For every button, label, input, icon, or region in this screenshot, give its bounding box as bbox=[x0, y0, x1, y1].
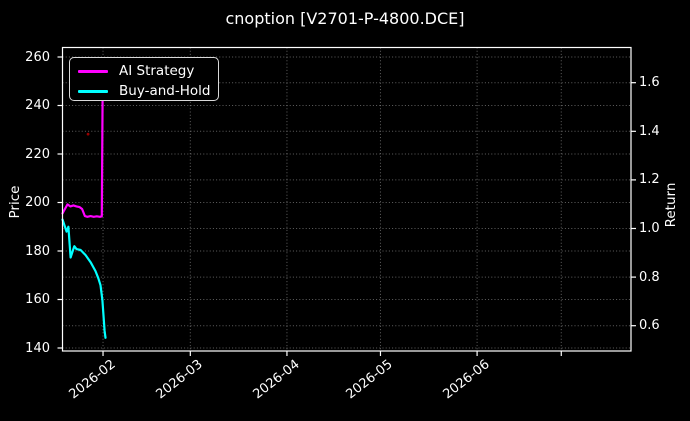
legend-item-buy-and-hold: Buy-and-Hold bbox=[78, 82, 218, 100]
price-tick-label: 200 bbox=[25, 195, 50, 210]
marker-dot bbox=[86, 132, 90, 136]
series-line-buy-and-hold bbox=[61, 218, 107, 339]
legend: AI Strategy Buy-and-Hold bbox=[69, 57, 219, 101]
price-tick-label: 260 bbox=[25, 49, 50, 65]
return-tick-label: 0.6 bbox=[639, 318, 660, 334]
legend-label-ai-strategy: AI Strategy bbox=[119, 63, 195, 79]
price-tick-label: 220 bbox=[25, 146, 50, 162]
series-line-ai-strategy bbox=[61, 80, 104, 218]
chart-title: cnoption [V2701-P-4800.DCE] bbox=[225, 9, 465, 28]
plot-border bbox=[61, 46, 632, 352]
return-tick-label: 1.6 bbox=[639, 75, 660, 91]
legend-item-ai-strategy: AI Strategy bbox=[78, 62, 218, 80]
return-tick-label: 1.2 bbox=[639, 172, 660, 188]
return-tick-label: 1.4 bbox=[639, 123, 660, 139]
left-axis-label: Price bbox=[7, 185, 23, 219]
price-tick-label: 160 bbox=[25, 292, 50, 307]
return-tick-label: 1.0 bbox=[639, 221, 660, 236]
price-tick-label: 140 bbox=[25, 340, 50, 356]
price-tick-label: 240 bbox=[25, 98, 50, 113]
right-axis-label: Return bbox=[663, 182, 679, 228]
price-tick-label: 180 bbox=[25, 243, 50, 259]
legend-label-buy-and-hold: Buy-and-Hold bbox=[119, 83, 211, 99]
ai-strategy-line-swatch bbox=[78, 69, 108, 73]
return-tick-label: 0.8 bbox=[639, 269, 660, 285]
buy-and-hold-line-swatch bbox=[78, 89, 108, 93]
